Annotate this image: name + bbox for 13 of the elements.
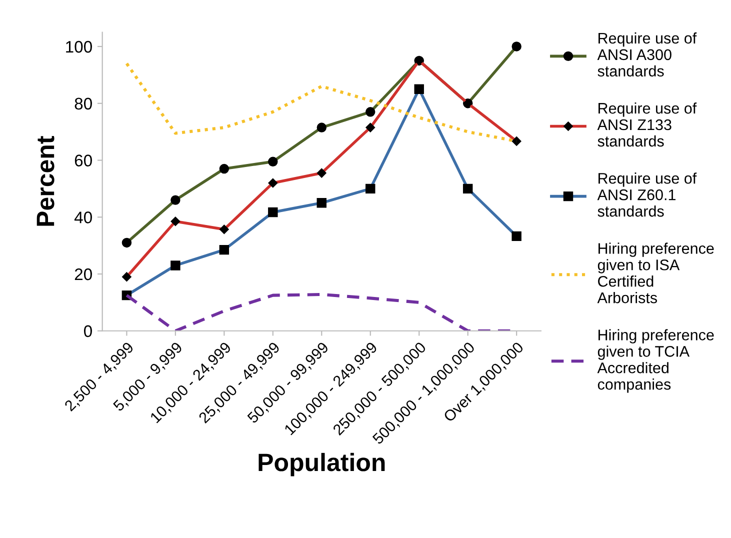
y-tick-label: 20 — [74, 268, 92, 280]
legend-label: Hiring preference given to TCIA Accredited companies — [597, 329, 714, 393]
y-tick-label: 60 — [74, 154, 92, 166]
y-tick-label: 80 — [74, 98, 92, 110]
legend-label: Require use of ANSI A300 standards — [597, 32, 697, 77]
legend-label: Require use of ANSI Z60.1 standards — [597, 172, 697, 217]
legend-label: Hiring preference given to ISA Certified Arborists — [597, 242, 714, 304]
y-tick-label: 100 — [66, 40, 92, 53]
x-axis-title: Population — [258, 452, 385, 476]
y-tick-label: 0 — [84, 325, 92, 338]
legend-label: Require use of ANSI Z133 standards — [597, 102, 697, 147]
y-axis-title: Percent — [36, 136, 54, 226]
y-tick-label: 40 — [74, 212, 92, 224]
